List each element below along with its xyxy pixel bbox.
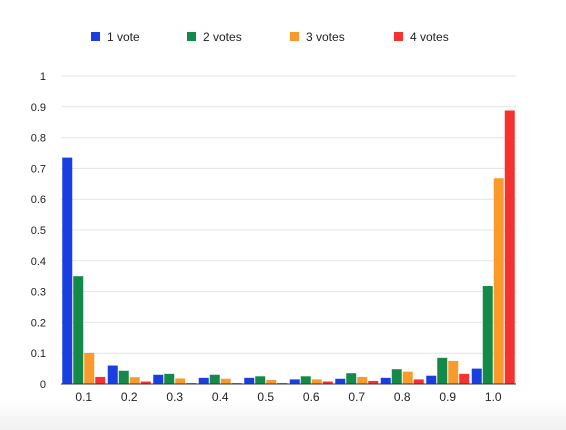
bar-0.2-series-1 — [107, 365, 118, 384]
y-tick-label: 0.4 — [31, 256, 46, 268]
y-tick-label: 0.3 — [31, 287, 46, 299]
bar-0.8-series-1 — [380, 377, 391, 384]
bar-0.8-series-3 — [402, 371, 413, 384]
legend-label: 3 votes — [306, 30, 345, 44]
bar-0.9-series-2 — [437, 357, 448, 384]
y-tick-label: 0.8 — [31, 133, 46, 145]
bar-0.9-series-3 — [448, 360, 459, 384]
bar-0.9-series-4 — [459, 373, 470, 384]
bar-0.1-series-3 — [84, 352, 95, 384]
y-tick-label: 0.5 — [31, 225, 46, 237]
chart-legend: 1 vote 2 votes 3 votes 4 votes — [91, 30, 449, 44]
bar-0.7-series-3 — [357, 376, 368, 384]
y-axis-tick-labels: 0 0.1 0.2 0.3 0.4 0.5 0.6 0.7 0.8 0.9 1 — [31, 71, 46, 391]
bottom-shade — [0, 400, 566, 430]
bar-0.1-series-1 — [62, 157, 73, 384]
bar-0.2-series-4 — [140, 381, 151, 384]
bar-0.5-series-2 — [255, 376, 266, 384]
legend-item-3: 3 votes — [290, 30, 345, 44]
bar-0.1-series-2 — [73, 276, 84, 384]
gridlines — [61, 75, 516, 354]
bar-0.6-series-2 — [300, 376, 311, 384]
bar-0.4-series-3 — [220, 378, 231, 384]
bar-0.6-series-3 — [311, 379, 322, 384]
y-tick-label: 0.9 — [31, 102, 46, 114]
bar-0.4-series-2 — [209, 374, 220, 384]
bar-0.6-series-1 — [289, 379, 300, 384]
bar-0.5-series-1 — [244, 377, 255, 384]
bar-0.8-series-2 — [391, 369, 402, 384]
bar-0.6-series-4 — [322, 381, 333, 384]
bar-0.5-series-3 — [266, 379, 277, 384]
bar-1.0-series-1 — [471, 368, 482, 384]
bar-0.7-series-1 — [335, 378, 346, 384]
legend-swatch — [290, 32, 299, 41]
legend-item-4: 4 votes — [394, 30, 449, 44]
legend-swatch — [91, 32, 100, 41]
y-tick-label: 0.6 — [31, 194, 46, 206]
bar-0.7-series-2 — [346, 373, 357, 384]
legend-item-2: 2 votes — [187, 30, 242, 44]
y-tick-label: 0.7 — [31, 163, 46, 175]
bar-0.9-series-1 — [426, 375, 437, 384]
bar-0.3-series-2 — [164, 373, 175, 384]
bar-1.0-series-4 — [504, 110, 515, 384]
legend-label: 4 votes — [410, 30, 449, 44]
bar-0.3-series-3 — [175, 378, 186, 384]
bar-1.0-series-2 — [482, 286, 493, 384]
bar-0.1-series-4 — [95, 376, 106, 384]
bar-0.2-series-2 — [118, 370, 129, 384]
legend-swatch — [187, 32, 196, 41]
bar-0.8-series-4 — [413, 379, 424, 384]
legend-swatch — [394, 32, 403, 41]
legend-item-1: 1 vote — [91, 30, 140, 44]
bars — [62, 110, 515, 384]
y-tick-label: 0.2 — [31, 317, 46, 329]
legend-label: 1 vote — [107, 30, 140, 44]
y-tick-label: 1 — [40, 71, 46, 83]
y-tick-label: 0.1 — [31, 348, 46, 360]
bar-0.3-series-1 — [153, 374, 164, 384]
bar-0.2-series-3 — [129, 377, 140, 384]
legend-label: 2 votes — [203, 30, 242, 44]
bar-1.0-series-3 — [493, 178, 504, 384]
bar-0.4-series-1 — [198, 377, 209, 384]
y-tick-label: 0 — [40, 379, 46, 391]
bar-0.7-series-4 — [368, 380, 379, 384]
